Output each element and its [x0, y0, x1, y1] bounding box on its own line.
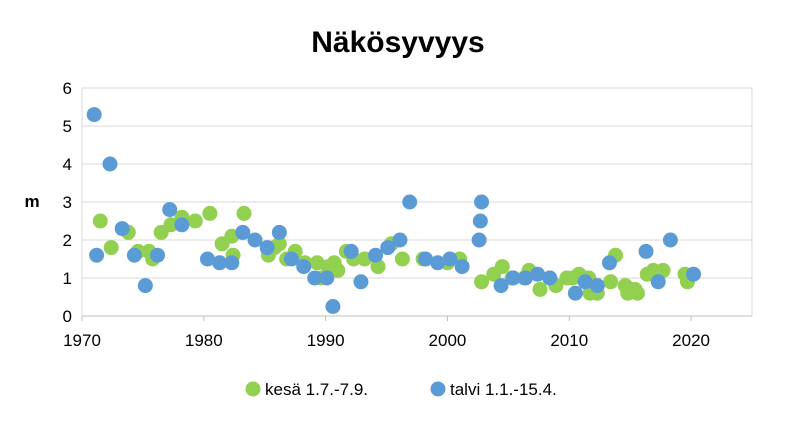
- point-talvi: [472, 213, 488, 229]
- point-talvi: [368, 247, 384, 263]
- point-talvi: [505, 270, 521, 286]
- point-talvi: [284, 251, 300, 267]
- point-kesa: [103, 240, 119, 256]
- point-talvi: [259, 240, 275, 256]
- y-tick-label: 0: [63, 307, 72, 326]
- point-kesa: [603, 274, 619, 290]
- point-talvi: [638, 243, 654, 259]
- point-talvi: [530, 266, 546, 282]
- point-talvi: [380, 240, 396, 256]
- x-tick-label: 1980: [185, 331, 223, 350]
- point-talvi: [517, 270, 533, 286]
- point-talvi: [319, 270, 335, 286]
- point-talvi: [247, 232, 263, 248]
- point-talvi: [650, 274, 666, 290]
- point-talvi: [589, 278, 605, 294]
- point-talvi: [89, 247, 105, 263]
- point-talvi: [224, 255, 240, 271]
- point-talvi: [353, 274, 369, 290]
- point-talvi: [392, 232, 408, 248]
- point-talvi: [296, 259, 312, 275]
- y-tick-label: 1: [63, 269, 72, 288]
- point-kesa: [271, 236, 287, 252]
- point-kesa: [474, 274, 490, 290]
- legend-marker: [245, 381, 261, 397]
- point-talvi: [235, 224, 251, 240]
- point-talvi: [577, 274, 593, 290]
- point-talvi: [150, 247, 166, 263]
- point-kesa: [629, 285, 645, 301]
- x-tick-label: 2020: [672, 331, 710, 350]
- point-talvi: [454, 259, 470, 275]
- point-talvi: [601, 255, 617, 271]
- point-talvi: [343, 243, 359, 259]
- point-kesa: [163, 217, 179, 233]
- x-tick-label: 2000: [429, 331, 467, 350]
- point-talvi: [126, 247, 142, 263]
- point-talvi: [493, 278, 509, 294]
- legend-label: kesä 1.7.-7.9.: [265, 380, 368, 399]
- point-kesa: [330, 262, 346, 278]
- point-talvi: [114, 221, 130, 237]
- point-kesa: [187, 213, 203, 229]
- point-talvi: [271, 224, 287, 240]
- point-talvi: [474, 194, 490, 210]
- point-talvi: [542, 270, 558, 286]
- point-kesa: [494, 259, 510, 275]
- y-axis-label: m: [24, 192, 39, 211]
- point-talvi: [199, 251, 215, 267]
- point-talvi: [102, 156, 118, 172]
- legend-marker: [430, 381, 446, 397]
- point-talvi: [137, 278, 153, 294]
- point-talvi: [162, 202, 178, 218]
- point-kesa: [394, 251, 410, 267]
- point-talvi: [212, 255, 228, 271]
- point-talvi: [430, 255, 446, 271]
- point-kesa: [202, 205, 218, 221]
- point-talvi: [325, 299, 341, 314]
- point-talvi: [686, 266, 702, 282]
- chart-title: Näkösyvyys: [311, 26, 484, 59]
- point-kesa: [370, 259, 386, 275]
- point-kesa: [236, 205, 252, 221]
- point-talvi: [442, 251, 458, 267]
- y-tick-label: 6: [63, 79, 72, 98]
- point-talvi: [402, 194, 418, 210]
- point-talvi: [174, 217, 190, 233]
- point-talvi: [567, 285, 583, 301]
- y-tick-label: 4: [63, 155, 72, 174]
- x-tick-label: 2010: [550, 331, 588, 350]
- point-talvi: [471, 232, 487, 248]
- point-kesa: [92, 213, 108, 229]
- y-tick-label: 5: [63, 117, 72, 136]
- point-talvi: [307, 270, 323, 286]
- point-kesa: [532, 281, 548, 297]
- x-tick-label: 1990: [307, 331, 345, 350]
- point-talvi: [86, 107, 102, 123]
- y-tick-label: 3: [63, 193, 72, 212]
- legend-label: talvi 1.1.-15.4.: [450, 380, 557, 399]
- x-tick-label: 1970: [63, 331, 101, 350]
- point-talvi: [662, 232, 678, 248]
- point-talvi: [418, 251, 434, 267]
- y-tick-label: 2: [63, 231, 72, 250]
- point-kesa: [655, 262, 671, 278]
